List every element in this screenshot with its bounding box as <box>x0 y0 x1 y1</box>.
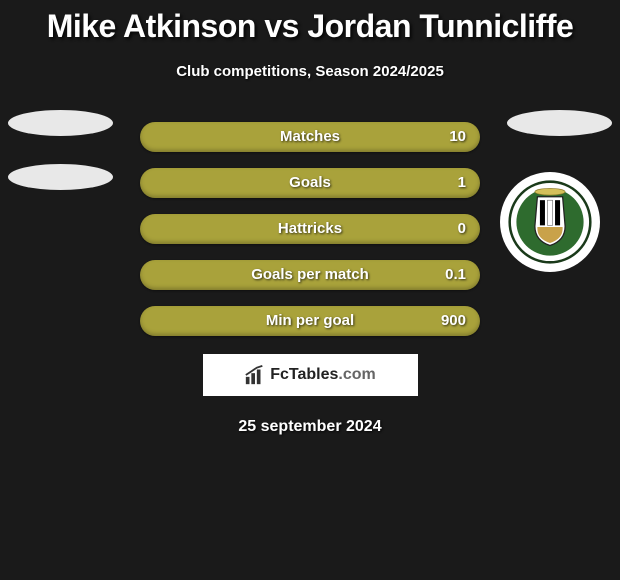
stat-bars: Matches 10 Goals 1 Hattricks 0 Goals per… <box>140 122 480 336</box>
stat-value: 1 <box>458 168 466 198</box>
player-photo-placeholder <box>8 164 113 190</box>
brand-name: FcTables.com <box>270 366 376 384</box>
left-player-placeholders <box>8 110 113 218</box>
stat-label: Hattricks <box>140 214 480 244</box>
stat-value: 900 <box>441 306 466 336</box>
chart-icon <box>244 364 266 386</box>
brand-watermark: FcTables.com <box>203 354 418 396</box>
snapshot-date: 25 september 2024 <box>0 418 620 436</box>
comparison-title: Mike Atkinson vs Jordan Tunnicliffe <box>0 0 620 45</box>
stat-row-min-per-goal: Min per goal 900 <box>140 306 480 336</box>
stat-label: Goals <box>140 168 480 198</box>
crest-icon <box>508 180 592 264</box>
stats-area: Matches 10 Goals 1 Hattricks 0 Goals per… <box>0 122 620 436</box>
stat-label: Goals per match <box>140 260 480 290</box>
club-badge <box>500 172 600 272</box>
stat-row-goals-per-match: Goals per match 0.1 <box>140 260 480 290</box>
stat-row-hattricks: Hattricks 0 <box>140 214 480 244</box>
stat-label: Min per goal <box>140 306 480 336</box>
stat-label: Matches <box>140 122 480 152</box>
player-photo-placeholder <box>8 110 113 136</box>
right-player-placeholders <box>507 110 612 164</box>
stat-value: 0.1 <box>445 260 466 290</box>
stat-row-goals: Goals 1 <box>140 168 480 198</box>
stat-row-matches: Matches 10 <box>140 122 480 152</box>
stat-value: 0 <box>458 214 466 244</box>
season-subtitle: Club competitions, Season 2024/2025 <box>0 63 620 80</box>
player-photo-placeholder <box>507 110 612 136</box>
stat-value: 10 <box>449 122 466 152</box>
